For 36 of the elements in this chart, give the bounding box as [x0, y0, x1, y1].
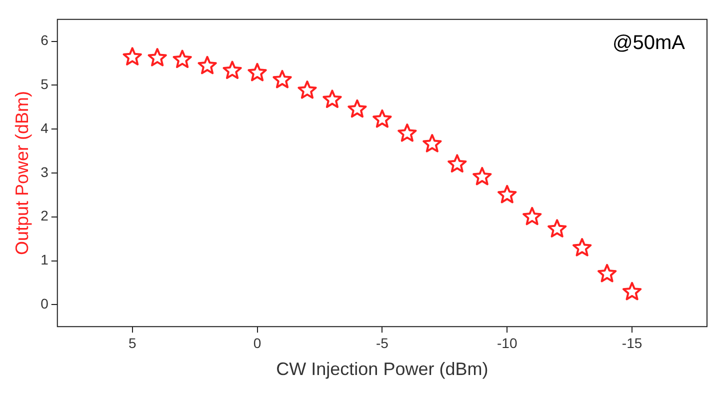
point	[372, 109, 392, 128]
annotation: @50mA	[612, 32, 686, 54]
x-tick-label: 0	[253, 334, 262, 351]
point	[398, 124, 417, 142]
y-tick-label: 5	[40, 76, 49, 92]
y-tick-label: 4	[40, 120, 49, 136]
x-tick-label: 5	[128, 334, 136, 351]
y-tick-label: 0	[40, 296, 49, 312]
point	[298, 80, 317, 99]
y-tick-label: 6	[40, 32, 49, 48]
point	[472, 166, 492, 186]
point	[522, 206, 542, 226]
point	[422, 134, 442, 152]
point	[248, 62, 267, 82]
point	[122, 47, 142, 66]
point	[598, 264, 617, 282]
point	[322, 90, 342, 108]
point	[272, 70, 292, 88]
y-axis-title: Output Power (dBm)	[12, 90, 32, 256]
point	[348, 99, 367, 118]
x-tick-label: -15	[622, 334, 642, 351]
x-axis-title: CW Injection Power (dBm)	[276, 359, 488, 380]
y-tick-label: 2	[40, 208, 49, 224]
point	[498, 184, 517, 204]
point	[148, 48, 167, 66]
point	[222, 60, 242, 80]
point	[622, 282, 642, 300]
y-tick-label: 1	[40, 252, 49, 268]
y-tick-label: 3	[40, 164, 49, 180]
point	[198, 56, 217, 74]
point	[172, 50, 192, 68]
point	[448, 154, 467, 173]
x-tick-label: -5	[376, 334, 389, 351]
x-tick-label: -10	[497, 334, 518, 351]
point	[572, 238, 592, 256]
point	[548, 219, 567, 238]
